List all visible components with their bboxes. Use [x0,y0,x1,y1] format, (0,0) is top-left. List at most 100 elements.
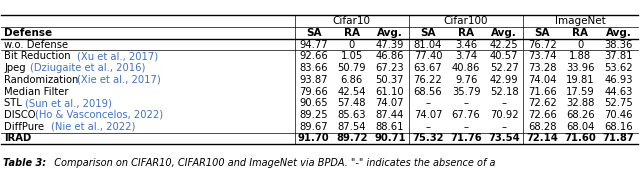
Text: 9.76: 9.76 [455,75,477,85]
Text: RA: RA [458,28,474,38]
Text: Avg.: Avg. [605,28,632,38]
Text: 71.66: 71.66 [528,87,557,96]
Text: 46.86: 46.86 [376,51,404,61]
Text: ImageNet: ImageNet [555,16,606,26]
Text: Bit Reduction: Bit Reduction [4,51,74,61]
Text: 90.65: 90.65 [300,98,328,108]
Text: –: – [502,98,507,108]
Text: –: – [502,122,507,132]
Text: 71.76: 71.76 [450,133,482,143]
Text: IRAD: IRAD [4,133,31,143]
Text: Defense: Defense [4,28,52,38]
Text: 1.05: 1.05 [340,51,363,61]
Text: 3.46: 3.46 [455,40,477,50]
Text: 91.70: 91.70 [298,133,330,143]
Text: 52.18: 52.18 [490,87,518,96]
Text: 68.26: 68.26 [566,110,595,120]
Text: Randomization: Randomization [4,75,82,85]
Text: –: – [463,122,468,132]
Text: (Xie et al., 2017): (Xie et al., 2017) [77,75,161,85]
Text: 63.67: 63.67 [413,63,442,73]
Text: RA: RA [344,28,360,38]
Text: 71.60: 71.60 [564,133,596,143]
Text: 52.27: 52.27 [490,63,518,73]
Text: (Xu et al., 2017): (Xu et al., 2017) [77,51,158,61]
Text: (Dziugaite et al., 2016): (Dziugaite et al., 2016) [30,63,145,73]
Text: 74.07: 74.07 [413,110,442,120]
Text: DISCO: DISCO [4,110,39,120]
Text: 74.04: 74.04 [528,75,557,85]
Text: 93.87: 93.87 [300,75,328,85]
Text: 40.57: 40.57 [490,51,518,61]
Text: –: – [426,98,431,108]
Text: 76.72: 76.72 [528,40,557,50]
Text: 57.48: 57.48 [337,98,366,108]
Text: 50.79: 50.79 [337,63,366,73]
Text: 88.61: 88.61 [376,122,404,132]
Text: 3.74: 3.74 [455,51,477,61]
Text: 38.36: 38.36 [604,40,633,50]
Text: 79.66: 79.66 [300,87,328,96]
Text: 44.63: 44.63 [604,87,633,96]
Text: 0: 0 [349,40,355,50]
Text: 87.44: 87.44 [376,110,404,120]
Text: Median Filter: Median Filter [4,87,69,96]
Text: 81.04: 81.04 [414,40,442,50]
Text: 46.93: 46.93 [604,75,633,85]
Text: –: – [463,98,468,108]
Text: 89.67: 89.67 [300,122,328,132]
Text: 77.40: 77.40 [413,51,442,61]
Text: 90.71: 90.71 [374,133,406,143]
Text: 6.86: 6.86 [340,75,363,85]
Text: 42.54: 42.54 [337,87,366,96]
Text: 74.07: 74.07 [376,98,404,108]
Text: 72.66: 72.66 [528,110,557,120]
Text: Cifar100: Cifar100 [444,16,488,26]
Text: 75.32: 75.32 [412,133,444,143]
Text: 70.92: 70.92 [490,110,518,120]
Text: (Nie et al., 2022): (Nie et al., 2022) [51,122,135,132]
Text: 40.86: 40.86 [452,63,480,73]
Text: Comparison on CIFAR10, CIFAR100 and ImageNet via BPDA. "-" indicates the absence: Comparison on CIFAR10, CIFAR100 and Imag… [48,158,495,169]
Text: 87.54: 87.54 [337,122,366,132]
Text: (Sun et al., 2019): (Sun et al., 2019) [25,98,112,108]
Text: Avg.: Avg. [492,28,517,38]
Text: Cifar10: Cifar10 [333,16,371,26]
Text: 42.99: 42.99 [490,75,518,85]
Text: 94.77: 94.77 [300,40,328,50]
Text: 17.59: 17.59 [566,87,595,96]
Text: Avg.: Avg. [377,28,403,38]
Text: 71.87: 71.87 [603,133,634,143]
Text: 53.62: 53.62 [604,63,633,73]
Text: 0: 0 [577,40,584,50]
Text: 37.81: 37.81 [604,51,633,61]
Text: 68.28: 68.28 [528,122,557,132]
Text: w.o. Defense: w.o. Defense [4,40,68,50]
Text: 73.54: 73.54 [488,133,520,143]
Text: 1.88: 1.88 [570,51,591,61]
Text: Jpeg: Jpeg [4,63,29,73]
Text: 67.23: 67.23 [376,63,404,73]
Text: 70.46: 70.46 [604,110,633,120]
Text: 89.25: 89.25 [300,110,328,120]
Text: 83.66: 83.66 [300,63,328,73]
Text: 89.72: 89.72 [336,133,367,143]
Text: SA: SA [420,28,436,38]
Text: 68.16: 68.16 [604,122,633,132]
Text: 67.76: 67.76 [452,110,481,120]
Text: 42.25: 42.25 [490,40,518,50]
Text: DiffPure: DiffPure [4,122,47,132]
Text: SA: SA [534,28,550,38]
Text: 52.75: 52.75 [604,98,633,108]
Text: 32.88: 32.88 [566,98,595,108]
Text: 72.14: 72.14 [526,133,558,143]
Text: 68.04: 68.04 [566,122,595,132]
Text: 92.66: 92.66 [300,51,328,61]
Text: RA: RA [572,28,588,38]
Text: SA: SA [306,28,321,38]
Text: 35.79: 35.79 [452,87,481,96]
Text: 72.62: 72.62 [528,98,557,108]
Text: (Ho & Vasconcelos, 2022): (Ho & Vasconcelos, 2022) [35,110,163,120]
Text: STL: STL [4,98,25,108]
Text: 85.63: 85.63 [337,110,366,120]
